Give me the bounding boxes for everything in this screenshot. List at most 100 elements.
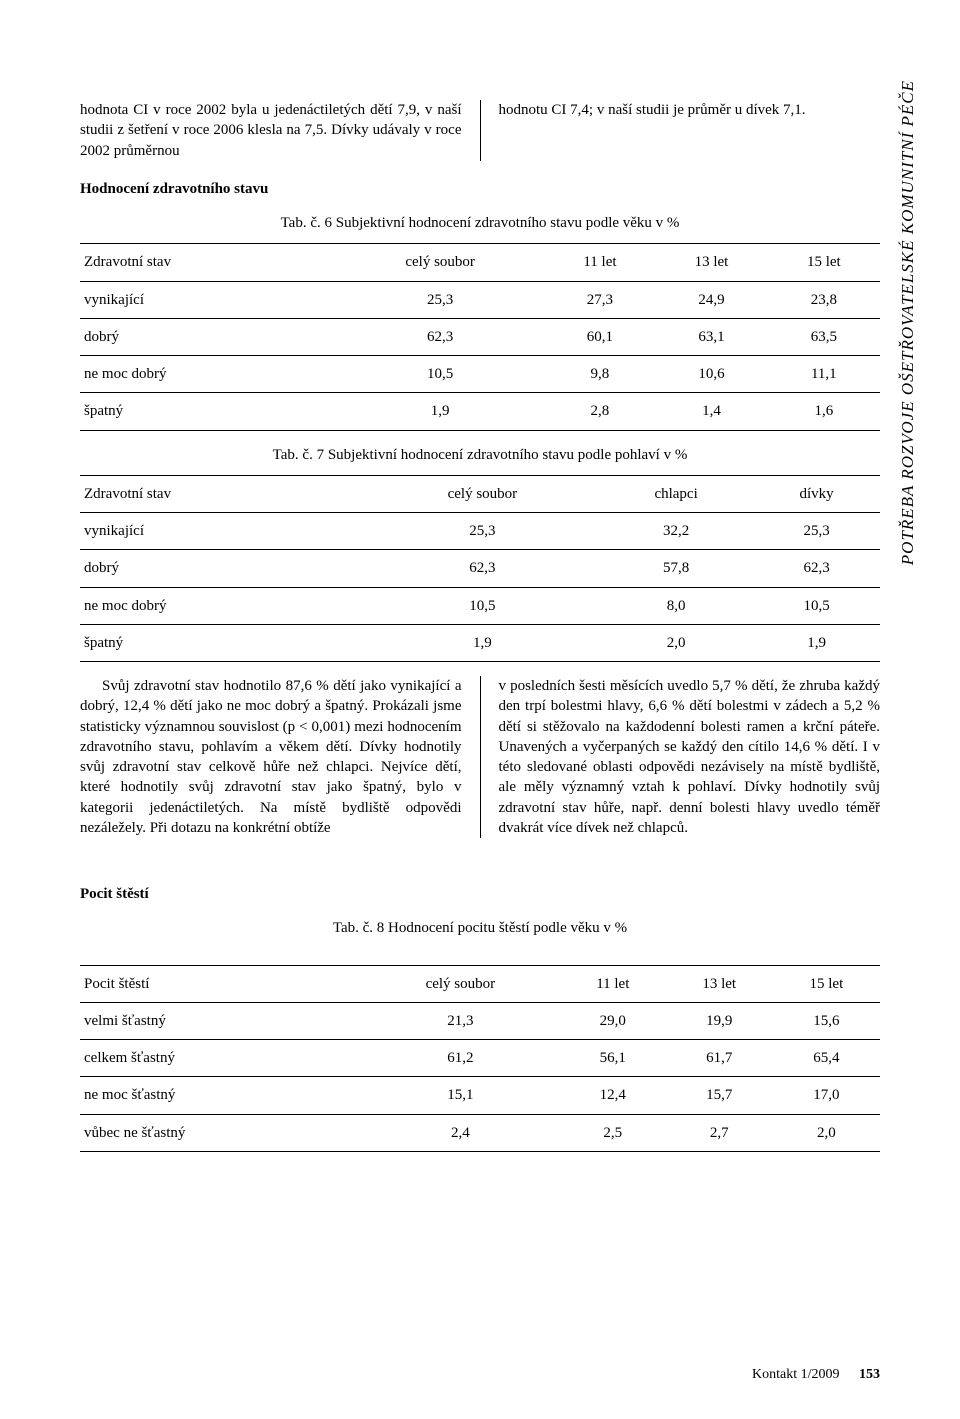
cell: 2,7 (666, 1114, 773, 1151)
cell: 32,2 (599, 513, 753, 550)
cell: 2,0 (599, 624, 753, 661)
cell: celkem šťastný (80, 1040, 361, 1077)
tab7-h2: chlapci (599, 475, 753, 512)
tab8-table: Pocit štěstí celý soubor 11 let 13 let 1… (80, 965, 880, 1152)
cell: ne moc dobrý (80, 356, 336, 393)
intro-left: hodnota CI v roce 2002 byla u jedenáctil… (80, 100, 481, 161)
cell: 60,1 (545, 318, 656, 355)
cell: 1,9 (366, 624, 599, 661)
cell: 61,7 (666, 1040, 773, 1077)
side-margin-label: POTŘEBA ROZVOJE OŠETŘOVATELSKÉ KOMUNITNÍ… (897, 80, 920, 565)
cell: 2,4 (361, 1114, 560, 1151)
cell: 29,0 (560, 1002, 666, 1039)
table-row: vůbec ne šťastný 2,4 2,5 2,7 2,0 (80, 1114, 880, 1151)
cell: 10,5 (366, 587, 599, 624)
cell: 65,4 (773, 1040, 880, 1077)
cell: 8,0 (599, 587, 753, 624)
tab6-caption: Tab. č. 6 Subjektivní hodnocení zdravotn… (80, 213, 880, 233)
cell: 2,0 (773, 1114, 880, 1151)
cell: špatný (80, 624, 366, 661)
table-row: ne moc dobrý 10,5 8,0 10,5 (80, 587, 880, 624)
cell: dobrý (80, 318, 336, 355)
cell: 25,3 (336, 281, 545, 318)
section-heading-happiness: Pocit štěstí (80, 884, 880, 904)
cell: 21,3 (361, 1002, 560, 1039)
cell: 2,5 (560, 1114, 666, 1151)
table-row: dobrý 62,3 60,1 63,1 63,5 (80, 318, 880, 355)
tab7-header-row: Zdravotní stav celý soubor chlapci dívky (80, 475, 880, 512)
cell: 2,8 (545, 393, 656, 430)
cell: 12,4 (560, 1077, 666, 1114)
cell: 1,9 (753, 624, 880, 661)
tab6-header-row: Zdravotní stav celý soubor 11 let 13 let… (80, 244, 880, 281)
cell: 19,9 (666, 1002, 773, 1039)
cell: 23,8 (768, 281, 880, 318)
cell: špatný (80, 393, 336, 430)
cell: 10,5 (753, 587, 880, 624)
table-row: špatný 1,9 2,0 1,9 (80, 624, 880, 661)
tab7-caption: Tab. č. 7 Subjektivní hodnocení zdravotn… (80, 445, 880, 465)
intro-columns: hodnota CI v roce 2002 byla u jedenáctil… (80, 100, 880, 161)
tab6-h4: 15 let (768, 244, 880, 281)
cell: 62,3 (366, 550, 599, 587)
tab8-h1: celý soubor (361, 965, 560, 1002)
table-row: velmi šťastný 21,3 29,0 19,9 15,6 (80, 1002, 880, 1039)
tab8-h2: 11 let (560, 965, 666, 1002)
footer-page-number: 153 (859, 1367, 880, 1382)
cell: 24,9 (655, 281, 767, 318)
tab7-table: Zdravotní stav celý soubor chlapci dívky… (80, 475, 880, 662)
page-footer: Kontakt 1/2009 153 (752, 1366, 880, 1385)
tab6-h1: celý soubor (336, 244, 545, 281)
tab7-h0: Zdravotní stav (80, 475, 366, 512)
tab6-h0: Zdravotní stav (80, 244, 336, 281)
cell: 9,8 (545, 356, 656, 393)
tab8-h0: Pocit štěstí (80, 965, 361, 1002)
cell: 17,0 (773, 1077, 880, 1114)
tab8-header-row: Pocit štěstí celý soubor 11 let 13 let 1… (80, 965, 880, 1002)
tab8-h3: 13 let (666, 965, 773, 1002)
cell: 27,3 (545, 281, 656, 318)
table-row: špatný 1,9 2,8 1,4 1,6 (80, 393, 880, 430)
cell: vynikající (80, 281, 336, 318)
cell: 1,9 (336, 393, 545, 430)
tab8-h4: 15 let (773, 965, 880, 1002)
cell: 56,1 (560, 1040, 666, 1077)
cell: 61,2 (361, 1040, 560, 1077)
tab6-h2: 11 let (545, 244, 656, 281)
body-left: Svůj zdravotní stav hodnotilo 87,6 % dět… (80, 676, 481, 838)
cell: 10,6 (655, 356, 767, 393)
cell: 25,3 (366, 513, 599, 550)
cell: vůbec ne šťastný (80, 1114, 361, 1151)
tab6-h3: 13 let (655, 244, 767, 281)
tab6-table: Zdravotní stav celý soubor 11 let 13 let… (80, 243, 880, 430)
cell: 1,4 (655, 393, 767, 430)
cell: ne moc šťastný (80, 1077, 361, 1114)
cell: vynikající (80, 513, 366, 550)
cell: 15,1 (361, 1077, 560, 1114)
table-row: ne moc dobrý 10,5 9,8 10,6 11,1 (80, 356, 880, 393)
cell: 10,5 (336, 356, 545, 393)
cell: 1,6 (768, 393, 880, 430)
cell: 62,3 (753, 550, 880, 587)
body-columns: Svůj zdravotní stav hodnotilo 87,6 % dět… (80, 676, 880, 838)
cell: 62,3 (336, 318, 545, 355)
cell: 15,6 (773, 1002, 880, 1039)
intro-right: hodnotu CI 7,4; v naší studii je průměr … (481, 100, 881, 161)
page: POTŘEBA ROZVOJE OŠETŘOVATELSKÉ KOMUNITNÍ… (0, 0, 960, 1419)
cell: 25,3 (753, 513, 880, 550)
cell: ne moc dobrý (80, 587, 366, 624)
table-row: ne moc šťastný 15,1 12,4 15,7 17,0 (80, 1077, 880, 1114)
footer-issue: Kontakt 1/2009 (752, 1367, 840, 1382)
body-right: v posledních šesti měsících uvedlo 5,7 %… (481, 676, 881, 838)
cell: 15,7 (666, 1077, 773, 1114)
table-row: vynikající 25,3 32,2 25,3 (80, 513, 880, 550)
cell: 63,1 (655, 318, 767, 355)
tab7-h3: dívky (753, 475, 880, 512)
cell: 57,8 (599, 550, 753, 587)
section-heading-health: Hodnocení zdravotního stavu (80, 179, 880, 199)
cell: 63,5 (768, 318, 880, 355)
table-row: celkem šťastný 61,2 56,1 61,7 65,4 (80, 1040, 880, 1077)
cell: dobrý (80, 550, 366, 587)
tab7-h1: celý soubor (366, 475, 599, 512)
cell: velmi šťastný (80, 1002, 361, 1039)
